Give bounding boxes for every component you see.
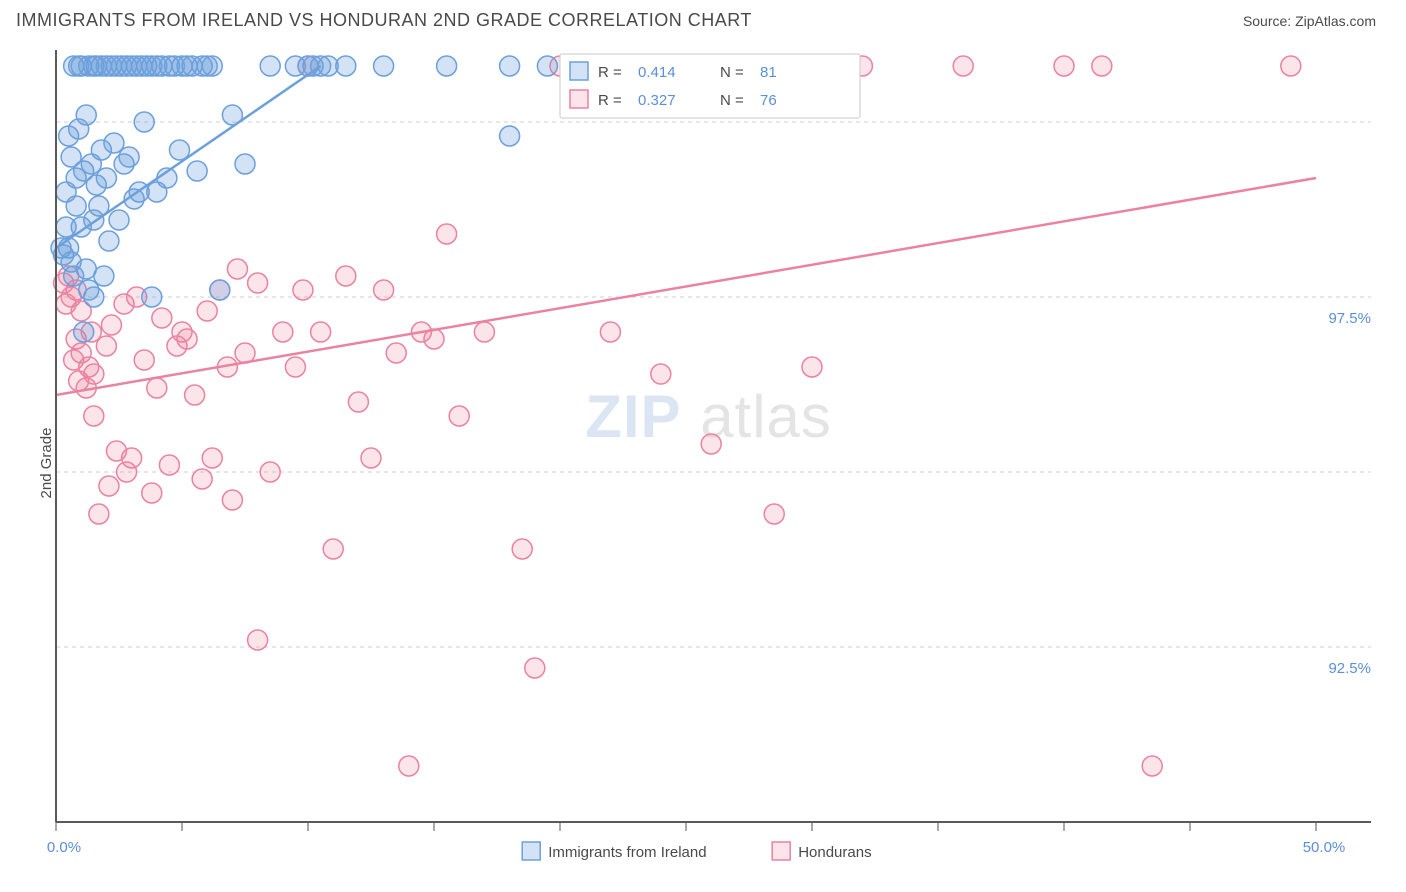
- honduran-point: [192, 469, 212, 489]
- honduran-point: [953, 56, 973, 76]
- honduran-point: [293, 280, 313, 300]
- honduran-point: [348, 392, 368, 412]
- honduran-point: [1092, 56, 1112, 76]
- honduran-point: [89, 504, 109, 524]
- honduran-point: [701, 434, 721, 454]
- honduran-point: [159, 455, 179, 475]
- ireland-point: [260, 56, 280, 76]
- source-prefix: Source:: [1243, 13, 1295, 29]
- honduran-point: [122, 448, 142, 468]
- legend-r-value: 0.327: [638, 92, 676, 109]
- source-attribution: Source: ZipAtlas.com: [1243, 13, 1376, 29]
- ireland-point: [94, 266, 114, 286]
- honduran-point: [142, 483, 162, 503]
- legend-n-value: 76: [760, 92, 777, 109]
- series-label: Immigrants from Ireland: [548, 844, 706, 861]
- honduran-point: [600, 322, 620, 342]
- source-link[interactable]: ZipAtlas.com: [1295, 13, 1376, 29]
- honduran-point: [152, 308, 172, 328]
- honduran-point: [285, 357, 305, 377]
- ireland-point: [500, 56, 520, 76]
- honduran-point: [248, 273, 268, 293]
- honduran-point: [361, 448, 381, 468]
- honduran-point: [386, 343, 406, 363]
- ireland-point: [109, 210, 129, 230]
- honduran-point: [449, 406, 469, 426]
- honduran-point: [802, 357, 822, 377]
- x-tick-label: 50.0%: [1303, 839, 1346, 856]
- series-swatch-icon: [522, 842, 540, 860]
- ireland-point: [134, 112, 154, 132]
- legend-r-label: R =: [598, 92, 622, 109]
- ireland-point: [374, 56, 394, 76]
- honduran-point: [1142, 756, 1162, 776]
- honduran-point: [101, 315, 121, 335]
- ireland-point: [99, 231, 119, 251]
- honduran-point: [99, 476, 119, 496]
- honduran-point: [651, 364, 671, 384]
- chart-title: IMMIGRANTS FROM IRELAND VS HONDURAN 2ND …: [16, 10, 752, 31]
- ireland-point: [142, 287, 162, 307]
- ireland-point: [84, 287, 104, 307]
- honduran-point: [525, 658, 545, 678]
- ireland-point: [119, 147, 139, 167]
- ireland-point: [437, 56, 457, 76]
- watermark-icon: ZIP: [585, 383, 681, 450]
- x-tick-label: 0.0%: [47, 839, 81, 856]
- legend-n-label: N =: [720, 92, 744, 109]
- y-axis-label: 2nd Grade: [38, 428, 55, 499]
- ireland-point: [187, 161, 207, 181]
- ireland-point: [74, 322, 94, 342]
- honduran-point: [248, 630, 268, 650]
- ireland-point: [235, 154, 255, 174]
- honduran-point: [311, 322, 331, 342]
- honduran-point: [134, 350, 154, 370]
- honduran-point: [197, 301, 217, 321]
- honduran-point: [323, 539, 343, 559]
- honduran-point: [437, 224, 457, 244]
- honduran-point: [336, 266, 356, 286]
- legend-r-value: 0.414: [638, 64, 676, 81]
- ireland-point: [537, 56, 557, 76]
- ireland-point: [202, 56, 222, 76]
- chart-area: 2nd Grade 92.5%97.5%ZIPatlas0.0%50.0%R =…: [16, 44, 1396, 882]
- honduran-point: [227, 259, 247, 279]
- legend-n-value: 81: [760, 64, 777, 81]
- honduran-point: [764, 504, 784, 524]
- honduran-point: [273, 322, 293, 342]
- ireland-point: [96, 168, 116, 188]
- honduran-point: [96, 336, 116, 356]
- honduran-point: [177, 329, 197, 349]
- honduran-point: [84, 406, 104, 426]
- y-tick-label: 97.5%: [1328, 310, 1371, 327]
- legend-swatch-icon: [570, 90, 588, 108]
- honduran-point: [474, 322, 494, 342]
- ireland-point: [500, 126, 520, 146]
- series-swatch-icon: [772, 842, 790, 860]
- scatter-chart: 92.5%97.5%ZIPatlas0.0%50.0%R = 0.414N = …: [16, 44, 1386, 882]
- honduran-point: [147, 378, 167, 398]
- honduran-point: [1054, 56, 1074, 76]
- honduran-point: [512, 539, 532, 559]
- honduran-point: [1281, 56, 1301, 76]
- honduran-point: [185, 385, 205, 405]
- honduran-trendline: [56, 178, 1316, 395]
- y-tick-label: 92.5%: [1328, 660, 1371, 677]
- honduran-point: [399, 756, 419, 776]
- ireland-point: [76, 105, 96, 125]
- honduran-point: [260, 462, 280, 482]
- legend-r-label: R =: [598, 64, 622, 81]
- honduran-point: [202, 448, 222, 468]
- legend-swatch-icon: [570, 62, 588, 80]
- honduran-point: [222, 490, 242, 510]
- honduran-point: [374, 280, 394, 300]
- ireland-point: [336, 56, 356, 76]
- legend-n-label: N =: [720, 64, 744, 81]
- honduran-point: [84, 364, 104, 384]
- ireland-point: [66, 196, 86, 216]
- chart-header: IMMIGRANTS FROM IRELAND VS HONDURAN 2ND …: [0, 0, 1406, 39]
- ireland-point: [210, 280, 230, 300]
- series-label: Hondurans: [798, 844, 871, 861]
